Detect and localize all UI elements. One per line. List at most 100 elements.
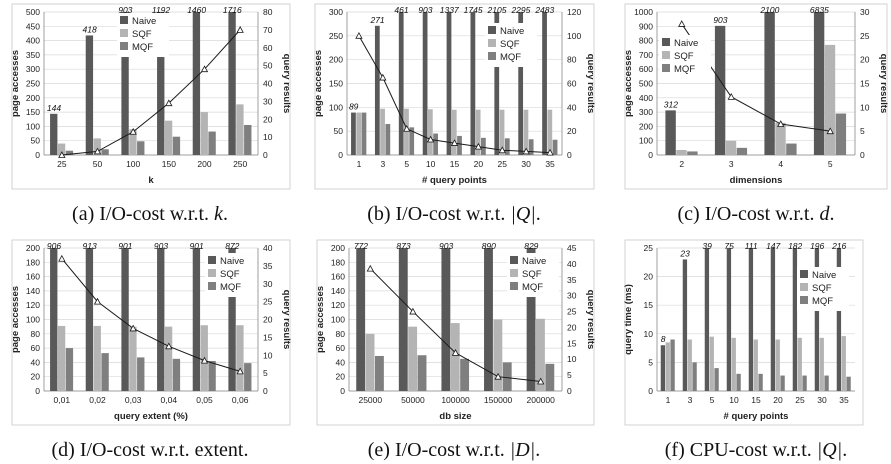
bar-naive [374,25,380,155]
bar-naive [441,248,451,391]
y-tick-label: 140 [331,286,345,296]
legend-label: Naive [132,16,156,27]
legend-label: SQF [132,29,152,40]
bar-naive [157,12,165,155]
chart-frame [624,3,888,190]
bar-naive [714,25,726,155]
data-label: 872 [225,241,239,251]
y2-tick-label: 20 [567,126,577,136]
x-tick-label: 250 [233,159,247,169]
data-label: 772 [354,241,368,251]
y2-tick-label: 0 [263,150,268,160]
results-line [61,258,241,372]
bar-naive [351,112,356,155]
legend: Naive SQF MQF [797,267,849,311]
y-tick-label: 10 [644,329,654,339]
x-tick-label: 0,01 [54,395,71,405]
bar-sqf [380,108,385,155]
bar-sqf [236,325,244,391]
y2-tick-label: 0 [263,386,268,396]
y-tick-label: 100 [331,315,345,325]
y-tick-label: 0 [648,386,653,396]
bar-naive [526,248,536,391]
data-label: 1716 [223,5,242,15]
legend-label: MQF [522,282,543,293]
line-marker [498,146,506,154]
y-tick-label: 0 [35,386,40,396]
bar-sqf [775,339,780,391]
chart-frame [316,239,595,426]
y2-tick-label: 20 [567,322,577,332]
y-axis-title: page accesses [10,50,21,117]
x-tick-label: 0,06 [232,395,249,405]
x-tick-label: 20 [474,159,484,169]
x-tick-label: 20 [773,395,783,405]
legend-swatch [120,42,128,50]
legend-label: Naive [220,256,244,267]
line-marker [727,93,735,100]
y-axis-title: page accesses [10,286,21,353]
data-label: 2100 [759,5,779,15]
bar-naive [50,248,58,391]
legend-label: MQF [132,42,153,53]
caption-part: . [830,203,835,225]
bar-naive [121,248,129,391]
x-axis-title: k [148,175,154,186]
bar-naive [494,12,500,155]
bar-mqf [502,362,512,391]
x-tick-label: 0,03 [125,395,142,405]
y2-axis-title: query results [281,54,292,114]
caption-part: (a) I/O-cost w.r.t. [72,203,214,225]
y2-tick-label: 0 [567,150,572,160]
bar-mqf [846,376,851,391]
y-tick-label: 160 [331,272,345,282]
bar-mqf [714,368,719,391]
caption: (e) I/O-cost w.r.t. |D|. [368,439,540,461]
caption: (d) I/O-cost w.r.t. extent. [52,439,249,461]
y-tick-label: 350 [26,50,40,60]
y-tick-label: 120 [26,300,40,310]
bar-mqf [670,339,675,391]
y2-tick-label: 80 [263,7,273,17]
y2-tick-label: 5 [567,370,572,380]
y-axis-title: page accesses [623,50,634,117]
bar-sqf [57,143,66,155]
bar-sqf [129,326,137,391]
data-label: 461 [394,5,408,15]
bar-sqf [797,337,802,391]
x-tick-label: 10 [426,159,436,169]
data-label: 75 [724,241,734,251]
bar-mqf [786,143,797,155]
y-tick-label: 80 [336,329,346,339]
data-label: 418 [83,24,97,34]
data-label: 1337 [440,5,459,15]
y2-tick-label: 20 [263,315,273,325]
y2-axis-title: query results [585,290,596,350]
y-tick-label: 140 [26,286,40,296]
y-tick-label: 0 [648,150,653,160]
bar-naive [542,12,547,155]
bar-mqf [758,373,763,391]
bar-naive [836,248,842,391]
x-tick-label: 15 [751,395,761,405]
bar-naive [748,248,754,391]
y-tick-label: 180 [26,257,40,267]
y-tick-label: 180 [331,257,345,267]
bar-naive [356,248,366,391]
data-label: 271 [369,15,384,25]
line-marker [93,147,102,155]
caption-part: (b) I/O-cost w.r.t. [367,203,510,225]
y-tick-label: 15 [644,300,654,310]
legend-label: SQF [500,39,520,50]
line-marker [236,26,244,33]
bar-sqf [775,122,786,155]
bar-naive [398,12,404,155]
line-marker [129,324,137,332]
y2-tick-label: 15 [860,79,870,89]
bar-naive [85,35,94,156]
bar-sqf [536,318,545,391]
chart-frame [11,3,291,190]
bar-sqf [819,337,824,391]
legend-label: Naive [674,38,698,49]
y2-tick-label: 10 [860,102,870,112]
